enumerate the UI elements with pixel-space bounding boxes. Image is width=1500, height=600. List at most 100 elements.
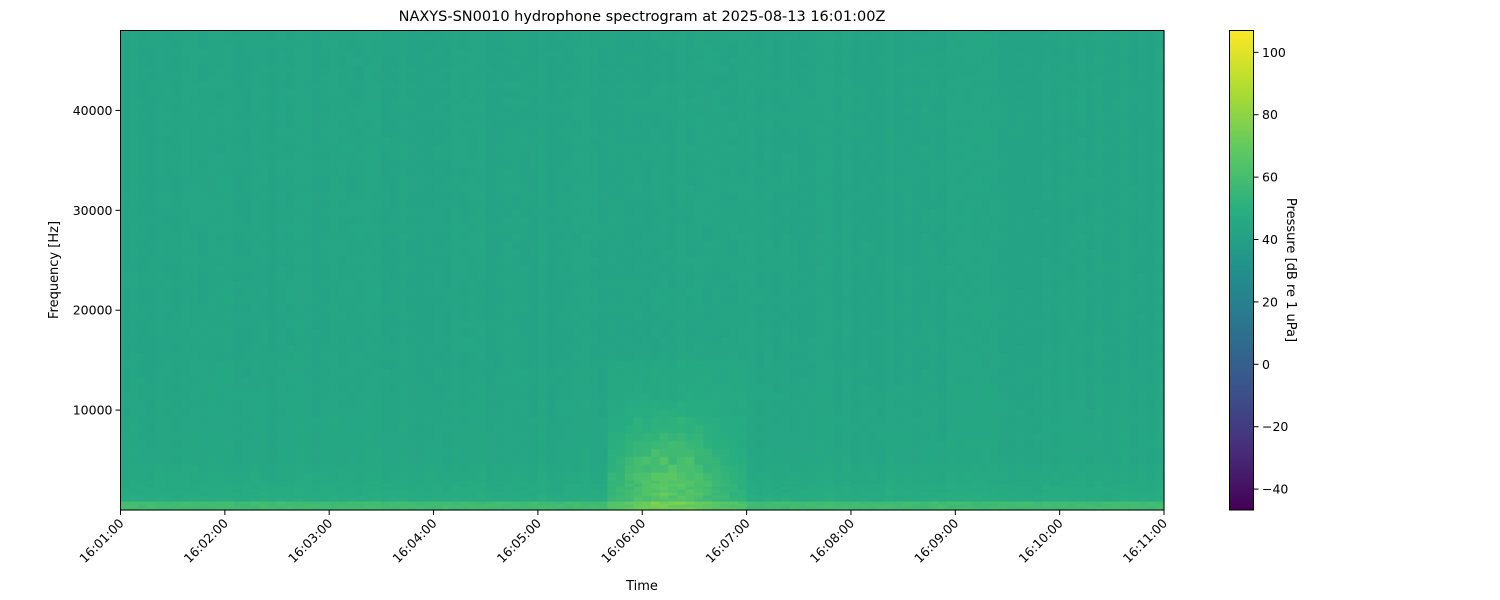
spectrogram-cell: [320, 48, 330, 58]
spectrogram-cell: [329, 144, 339, 153]
spectrogram-cell: [129, 416, 139, 425]
spectrogram-cell: [581, 264, 591, 273]
spectrogram-cell: [485, 264, 496, 273]
spectrogram-cell: [207, 48, 217, 58]
spectrogram-cell: [250, 216, 261, 225]
spectrogram-cell: [372, 208, 382, 217]
spectrogram-cell: [685, 392, 696, 401]
spectrogram-cell: [607, 152, 617, 161]
spectrogram-cell: [250, 48, 261, 58]
spectrogram-cell: [303, 360, 313, 369]
spectrogram-cell: [407, 432, 417, 441]
spectrogram-cell: [763, 483, 774, 487]
spectrogram-cell: [537, 240, 548, 249]
spectrogram-cell: [659, 440, 669, 449]
spectrogram-cell: [581, 176, 591, 185]
spectrogram-cell: [711, 30, 722, 34]
spectrogram-cell: [329, 486, 339, 490]
spectrogram-cell: [424, 256, 435, 265]
spectrogram-cell: [650, 328, 661, 337]
spectrogram-cell: [685, 248, 696, 257]
spectrogram-cell: [711, 256, 722, 265]
spectrogram-cell: [224, 501, 235, 505]
spectrogram-cell: [485, 504, 496, 508]
spectrogram-cell: [407, 176, 417, 185]
spectrogram-cell: [555, 472, 565, 481]
spectrogram-cell: [624, 272, 635, 281]
spectrogram-cell: [720, 408, 730, 417]
spectrogram-cell: [381, 416, 391, 425]
spectrogram-cell: [633, 408, 643, 417]
spectrogram-cell: [277, 489, 287, 493]
spectrogram-cell: [277, 120, 287, 129]
spectrogram-cell: [494, 495, 504, 499]
spectrogram-cell: [416, 248, 426, 257]
spectrogram-cell: [303, 184, 313, 193]
spectrogram-cell: [511, 264, 522, 273]
spectrogram-cell: [555, 32, 565, 42]
spectrogram-cell: [216, 464, 226, 473]
spectrogram-cell: [520, 320, 530, 329]
spectrogram-cell: [207, 104, 217, 114]
spectrogram-cell: [659, 483, 669, 487]
spectrogram-cell: [711, 88, 722, 98]
spectrogram-cell: [433, 264, 443, 273]
spectrogram-cell: [607, 424, 617, 433]
spectrogram-cell: [390, 264, 400, 273]
spectrogram-cell: [155, 48, 165, 58]
spectrogram-cell: [590, 432, 600, 441]
spectrogram-cell: [459, 360, 469, 369]
spectrogram-cell: [372, 272, 382, 281]
spectrogram-cell: [398, 80, 409, 90]
spectrogram-cell: [146, 492, 156, 496]
spectrogram-cell: [746, 224, 756, 233]
spectrogram-cell: [685, 112, 696, 122]
spectrogram-cell: [755, 432, 765, 441]
spectrogram-cell: [624, 32, 635, 42]
spectrogram-cell: [720, 192, 730, 201]
spectrogram-cell: [581, 72, 591, 82]
spectrogram-cell: [416, 483, 426, 487]
spectrogram-cell: [407, 384, 417, 393]
spectrogram-cell: [181, 360, 191, 369]
spectrogram-cell: [146, 416, 156, 425]
spectrogram-cell: [207, 96, 217, 106]
spectrogram-cell: [285, 280, 296, 289]
spectrogram-cell: [407, 376, 417, 385]
spectrogram-cell: [224, 328, 235, 337]
spectrogram-cell: [259, 416, 269, 425]
spectrogram-cell: [668, 376, 678, 385]
spectrogram-cell: [390, 416, 400, 425]
spectrogram-cell: [711, 64, 722, 74]
spectrogram-cell: [607, 432, 617, 441]
spectrogram-cell: [355, 72, 365, 82]
spectrogram-cell: [172, 32, 182, 42]
spectrogram-cell: [329, 120, 339, 129]
spectrogram-cell: [424, 416, 435, 425]
spectrogram-cell: [250, 40, 261, 50]
spectrogram-cell: [616, 56, 626, 66]
spectrogram-cell: [520, 208, 530, 217]
spectrogram-cell: [598, 416, 609, 425]
spectrogram-cell: [163, 72, 174, 82]
spectrogram-cell: [590, 48, 600, 58]
spectrogram-cell: [685, 312, 696, 321]
spectrogram-cell: [729, 216, 739, 225]
spectrogram-cell: [285, 400, 296, 409]
spectrogram-cell: [355, 498, 365, 502]
spectrogram-cell: [363, 88, 374, 98]
spectrogram-cell: [372, 200, 382, 209]
spectrogram-cell: [703, 112, 713, 122]
spectrogram-cell: [650, 112, 661, 122]
spectrogram-cell: [529, 456, 539, 465]
spectrogram-cell: [424, 280, 435, 289]
spectrogram-cell: [763, 492, 774, 496]
spectrogram-cell: [685, 352, 696, 361]
spectrogram-cell: [546, 56, 556, 66]
spectrogram-cell: [511, 256, 522, 265]
spectrogram-cell: [659, 160, 669, 169]
spectrogram-cell: [294, 440, 304, 449]
spectrogram-cell: [624, 30, 635, 34]
spectrogram-cell: [703, 384, 713, 393]
spectrogram-cell: [216, 120, 226, 129]
